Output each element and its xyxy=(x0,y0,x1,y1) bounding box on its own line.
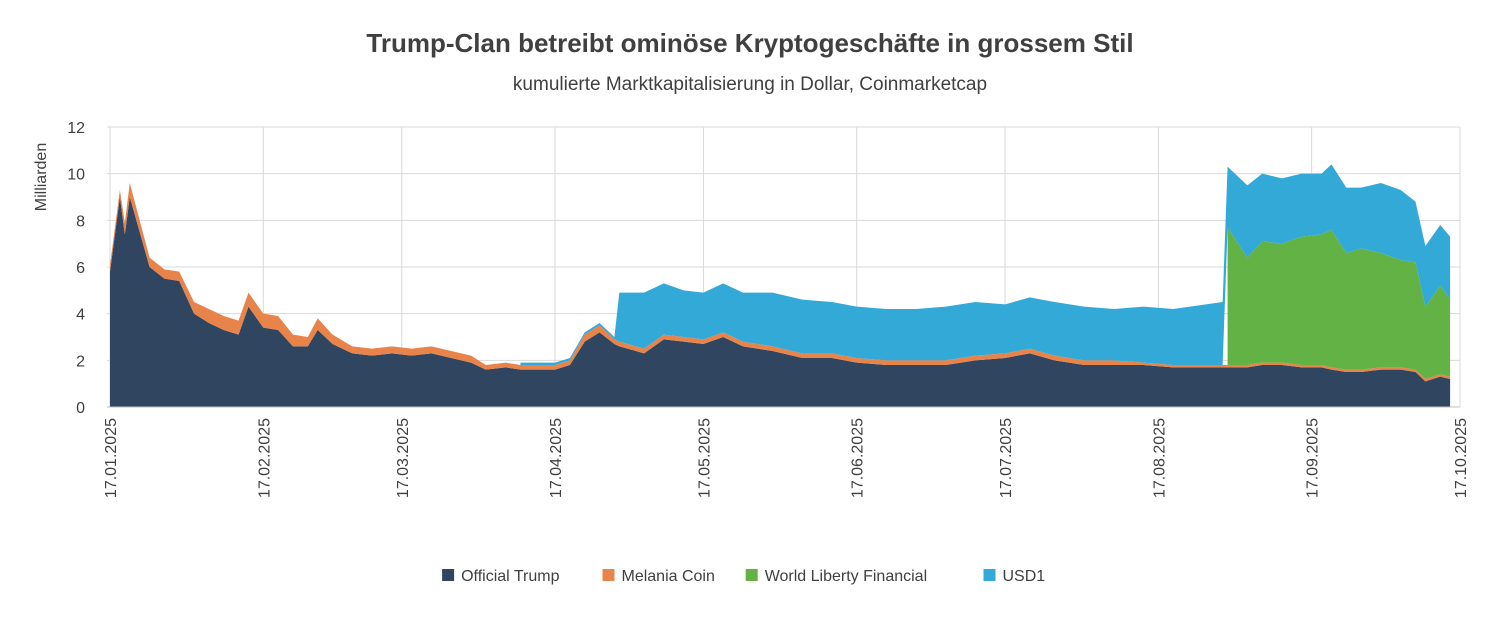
area xyxy=(1227,227,1451,379)
x-tick-label: 17.10.2025 xyxy=(1453,418,1470,498)
y-axis-label: Milliarden xyxy=(33,143,50,211)
x-tick-label: 17.07.2025 xyxy=(998,418,1015,498)
y-tick-label: 0 xyxy=(76,400,85,417)
x-tick-label: 17.04.2025 xyxy=(548,418,565,498)
legend-label: Melania Coin xyxy=(622,568,715,585)
legend-swatch xyxy=(602,569,615,581)
area xyxy=(520,164,1451,365)
legend-label: Official Trump xyxy=(461,568,559,585)
y-tick-label: 4 xyxy=(76,307,85,324)
area-series xyxy=(110,197,1451,407)
area-series xyxy=(1227,227,1451,379)
y-tick-label: 2 xyxy=(76,353,85,370)
y-tick-label: 10 xyxy=(67,167,85,184)
y-tick-label: 12 xyxy=(67,120,85,137)
x-tick-label: 17.05.2025 xyxy=(696,418,713,498)
area xyxy=(110,197,1451,407)
x-tick-label: 17.08.2025 xyxy=(1151,418,1168,498)
y-tick-label: 8 xyxy=(76,213,85,230)
y-tick-label: 6 xyxy=(76,260,85,277)
chart-title: Trump-Clan betreibt ominöse Kryptogeschä… xyxy=(366,28,1133,58)
legend-swatch xyxy=(442,569,455,581)
x-tick-label: 17.03.2025 xyxy=(395,418,412,498)
legend-label: World Liberty Financial xyxy=(765,568,927,585)
x-tick-label: 17.06.2025 xyxy=(850,418,867,498)
legend-label: USD1 xyxy=(1003,568,1046,585)
legend-swatch xyxy=(745,569,758,581)
legend-swatch xyxy=(983,569,996,581)
x-tick-label: 17.02.2025 xyxy=(256,418,273,498)
x-tick-label: 17.09.2025 xyxy=(1305,418,1322,498)
chart-subtitle: kumulierte Marktkapitalisierung in Dolla… xyxy=(513,74,987,95)
area-series xyxy=(520,164,1451,365)
x-tick-label: 17.01.2025 xyxy=(103,418,120,498)
